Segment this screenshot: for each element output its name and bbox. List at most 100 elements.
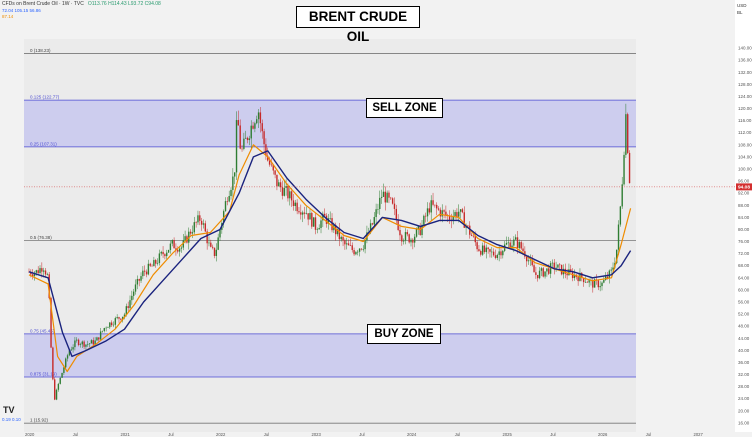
price-tick-label: 56.00 xyxy=(738,300,750,305)
indicator-bands-values[interactable]: 72.04 105.15 56.86 xyxy=(2,8,41,13)
candle-body xyxy=(404,232,407,241)
price-tick-label: 132.00 xyxy=(738,70,752,75)
candle-body xyxy=(177,249,179,252)
candle-body xyxy=(584,281,587,283)
candle-body xyxy=(379,197,381,210)
candle-body xyxy=(386,192,388,203)
time-tick-label: 2025 xyxy=(503,432,513,437)
price-tick-label: 48.00 xyxy=(738,324,750,329)
candle-body xyxy=(432,200,434,205)
currency-label[interactable]: USD xyxy=(737,3,747,8)
candle-body xyxy=(296,202,298,212)
price-tick-label: 124.00 xyxy=(738,94,752,99)
candle-body xyxy=(54,379,56,400)
candle-body xyxy=(454,212,456,217)
price-tick-label: 72.00 xyxy=(738,251,750,256)
symbol-header[interactable]: CFDs on Brent Crude Oil · 1W · TVC O113.7… xyxy=(2,1,161,7)
candle-body xyxy=(191,232,194,234)
candle-body xyxy=(474,236,476,243)
candle-body xyxy=(171,240,173,244)
ma-fast-line xyxy=(28,144,632,373)
price-axis-panel xyxy=(735,0,752,437)
candle-body xyxy=(509,242,511,249)
candle-body xyxy=(274,170,276,175)
candle-body xyxy=(237,120,240,126)
candle-body xyxy=(145,271,148,275)
candle-body xyxy=(485,247,487,253)
candle-body xyxy=(254,123,256,129)
candle-body xyxy=(228,195,230,202)
candle-body xyxy=(437,208,440,210)
candle-body xyxy=(206,231,208,244)
candle-body xyxy=(526,256,528,262)
candle-body xyxy=(588,280,590,283)
candle-body xyxy=(408,234,410,243)
candle-body xyxy=(121,316,124,320)
candle-body xyxy=(272,164,274,171)
candle-body xyxy=(364,240,366,250)
candle-body xyxy=(507,242,510,244)
candle-body xyxy=(351,245,353,251)
candle-body xyxy=(96,337,98,341)
buy-zone-label: BUY ZONE xyxy=(367,324,441,344)
candle-body xyxy=(538,270,541,279)
fib-label: 0.125 (122.77) xyxy=(30,95,60,100)
price-tick-label: 88.00 xyxy=(738,203,750,208)
candle-body xyxy=(132,291,135,296)
time-tick-label: 2024 xyxy=(407,432,417,437)
candle-body xyxy=(66,355,69,359)
candle-body xyxy=(162,251,164,255)
candle-body xyxy=(423,215,425,225)
candle-body xyxy=(445,211,447,216)
candle-body xyxy=(553,262,555,269)
candle-body xyxy=(402,240,405,242)
time-tick-label: Jul xyxy=(73,432,78,437)
candle-body xyxy=(285,185,287,188)
candle-body xyxy=(182,240,184,248)
candle-body xyxy=(50,298,52,348)
candle-body xyxy=(88,343,91,345)
candle-body xyxy=(63,367,65,373)
candle-body xyxy=(617,224,620,250)
candle-body xyxy=(59,377,61,384)
price-tick-label: 92.00 xyxy=(738,191,750,196)
candle-body xyxy=(413,236,416,243)
candle-body xyxy=(235,120,238,173)
candle-body xyxy=(149,263,151,266)
candle-body xyxy=(169,243,172,250)
candle-body xyxy=(52,347,54,380)
candle-body xyxy=(68,350,71,356)
candle-body xyxy=(311,213,313,227)
candle-body xyxy=(158,253,161,263)
price-tick-label: 20.00 xyxy=(738,408,750,413)
candle-body xyxy=(164,254,166,257)
candle-body xyxy=(298,211,300,213)
candle-body xyxy=(153,260,155,267)
candle-body xyxy=(527,260,530,262)
candle-body xyxy=(41,268,43,272)
candle-body xyxy=(419,225,421,236)
current-price-tag xyxy=(736,183,752,191)
candle-body xyxy=(625,114,627,155)
candle-body xyxy=(518,242,521,248)
zone-rect xyxy=(24,333,636,378)
candle-body xyxy=(439,209,442,217)
indicator-bottom-values[interactable]: 0.19 0.10 xyxy=(2,417,21,422)
candle-body xyxy=(259,112,262,124)
candle-body xyxy=(540,268,543,271)
candle-body xyxy=(219,229,221,238)
candle-body xyxy=(204,223,207,232)
candle-body xyxy=(155,260,157,264)
indicator-ma-values[interactable]: 87.14 xyxy=(2,14,14,19)
candle-body xyxy=(232,176,234,190)
candle-body xyxy=(619,206,622,225)
price-tick-label: 112.00 xyxy=(738,130,752,135)
unit-label[interactable]: BL xyxy=(737,10,743,15)
candle-body xyxy=(250,125,252,139)
candle-body xyxy=(39,268,41,274)
candle-body xyxy=(531,259,533,266)
candle-body xyxy=(329,218,331,219)
candle-body xyxy=(87,344,89,345)
candle-body xyxy=(230,189,232,196)
